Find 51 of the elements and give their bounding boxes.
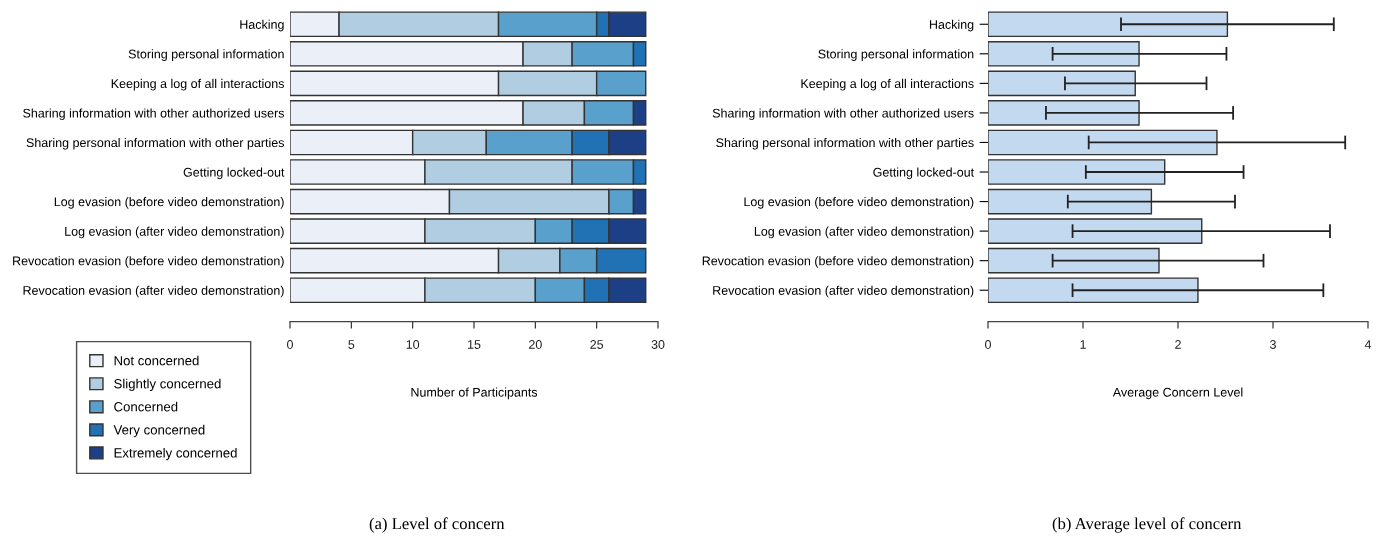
- y-tick-label: Log evasion (after video demonstration): [65, 226, 284, 239]
- y-tick-label: Revocation evasion (after video demonstration): [23, 285, 284, 298]
- bar: [988, 100, 1140, 126]
- text: (b) Average level of concern: [1052, 517, 1242, 533]
- bar: [988, 247, 1160, 274]
- x-tick-label: 0: [287, 340, 293, 349]
- x-tick-label: 2: [1175, 340, 1181, 349]
- y-tick-label: Storing personal information: [128, 49, 284, 61]
- y-tick-label: Getting locked-out: [873, 167, 975, 180]
- x-tick-label: 20: [529, 340, 542, 349]
- legend-label: Slightly concerned: [114, 378, 221, 392]
- legend-label: Extremely concerned: [114, 447, 237, 461]
- text: (a) Level of concern: [369, 517, 505, 533]
- x-axis-title: Average Concern Level: [1112, 387, 1243, 400]
- x-tick-label: 5: [348, 340, 355, 349]
- x-tick-label: 4: [1364, 340, 1372, 349]
- y-tick-label: Revocation evasion (before video demonstration): [13, 256, 284, 268]
- bar: [988, 129, 1218, 156]
- legend-label: Not concerned: [114, 355, 199, 366]
- x-tick-label: 0: [985, 340, 991, 349]
- x-tick-label: 1: [1080, 340, 1086, 349]
- legend-label: Very concerned: [113, 424, 205, 438]
- y-tick-label: Sharing personal information with other parties: [26, 137, 285, 150]
- bar: [988, 277, 1199, 304]
- y-tick-label: Sharing personal information with other parties: [716, 137, 974, 150]
- bar: [988, 188, 1153, 215]
- bar: [988, 40, 1140, 67]
- bar: [988, 70, 1136, 97]
- legend-label: Concerned: [114, 401, 178, 412]
- bar: [988, 218, 1203, 244]
- y-tick-label: Storing personal information: [818, 49, 974, 61]
- x-tick-label: 3: [1270, 340, 1276, 349]
- x-tick-label: 10: [406, 340, 420, 349]
- y-tick-label: Log evasion (before video demonstration): [54, 197, 284, 209]
- y-tick-label: Log evasion (after video demonstration): [754, 226, 974, 239]
- y-tick-label: Sharing information with other authorized users: [712, 108, 974, 121]
- bar: [988, 11, 1229, 38]
- x-axis-title: Number of Participants: [411, 387, 538, 400]
- y-tick-label: Revocation evasion (before video demonstration): [702, 256, 974, 268]
- y-tick-label: Hacking: [929, 19, 974, 32]
- x-tick-label: 15: [468, 340, 481, 349]
- y-tick-label: Log evasion (before video demonstration): [744, 197, 974, 209]
- y-tick-label: Getting locked-out: [183, 167, 285, 180]
- y-tick-label: Keeping a log of all interactions: [111, 78, 284, 91]
- y-tick-label: Revocation evasion (after video demonstration): [713, 285, 974, 298]
- x-tick-label: 25: [590, 340, 604, 349]
- y-tick-label: Keeping a log of all interactions: [801, 78, 974, 91]
- y-tick-label: Sharing information with other authorized users: [23, 108, 285, 121]
- bar: [988, 159, 1166, 185]
- y-tick-label: Hacking: [240, 19, 284, 32]
- x-tick-label: 30: [651, 340, 665, 349]
